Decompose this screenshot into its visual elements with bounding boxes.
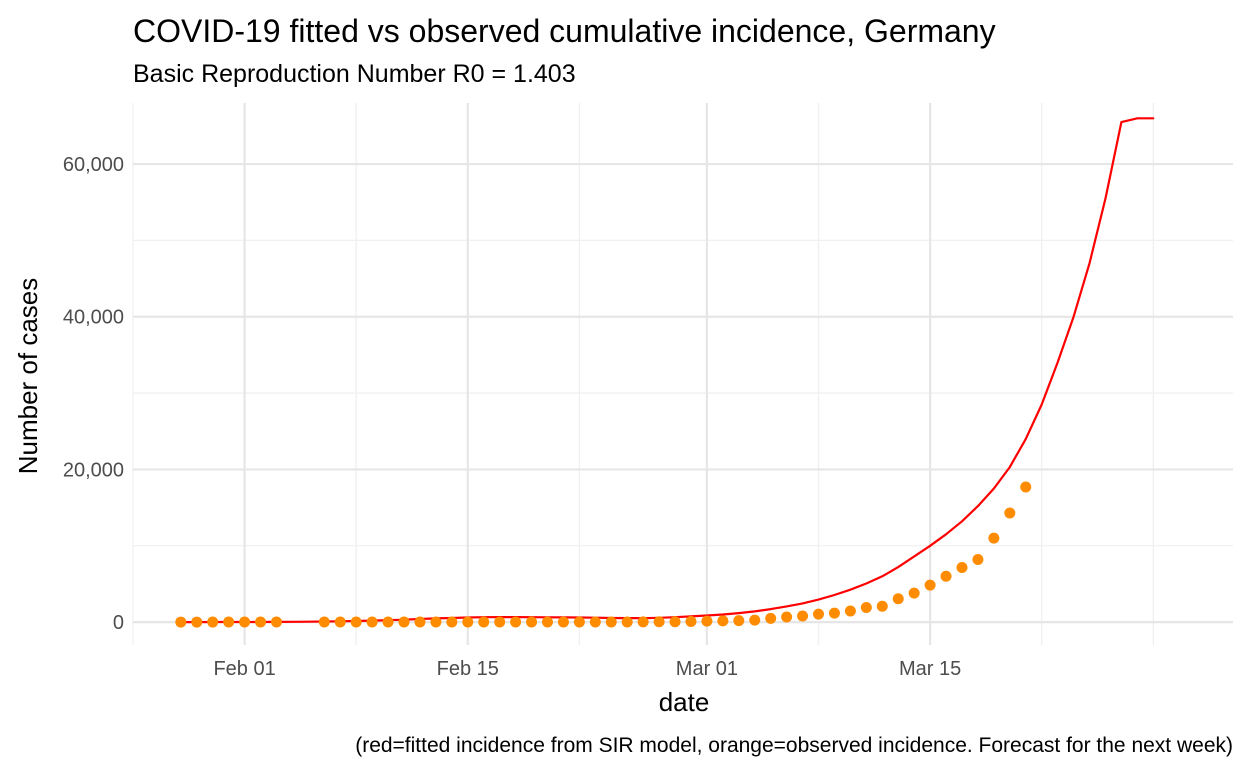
observed-incidence-point — [669, 616, 681, 628]
observed-incidence-point — [956, 561, 968, 573]
observed-incidence-point — [605, 616, 617, 628]
y-tick-label: 40,000 — [63, 307, 124, 329]
x-tick-label: Mar 01 — [676, 658, 738, 680]
y-tick-label: 60,000 — [63, 154, 124, 176]
observed-incidence-point — [765, 612, 777, 624]
observed-incidence-point — [270, 616, 282, 628]
observed-incidence-point — [557, 616, 569, 628]
observed-incidence-point — [430, 616, 442, 628]
observed-incidence-point — [382, 616, 394, 628]
observed-incidence-point — [621, 616, 633, 628]
chart-caption: (red=fitted incidence from SIR model, or… — [355, 734, 1233, 757]
x-tick-label: Mar 15 — [899, 658, 961, 680]
observed-incidence-point — [366, 616, 378, 628]
observed-incidence-point — [988, 532, 1000, 544]
x-tick-label: Feb 15 — [437, 658, 499, 680]
observed-incidence-point — [478, 616, 490, 628]
observed-incidence-point — [207, 616, 219, 628]
observed-incidence-point — [844, 605, 856, 617]
observed-incidence-point — [510, 616, 522, 628]
grid — [132, 103, 1233, 645]
observed-incidence-point — [653, 616, 665, 628]
observed-incidence-point — [781, 611, 793, 623]
fitted-incidence-line — [179, 117, 1155, 624]
observed-incidence-point — [972, 554, 984, 566]
y-axis-tick-labels: 0 20,000 40,000 60,000 — [63, 154, 124, 634]
observed-incidence-point — [749, 614, 761, 626]
observed-incidence-point — [223, 616, 235, 628]
observed-incidence-point — [398, 616, 410, 628]
observed-incidence-point — [526, 616, 538, 628]
x-axis-tick-labels: Feb 01 Feb 15 Mar 01 Mar 15 — [213, 658, 961, 680]
y-tick-label: 0 — [113, 612, 124, 634]
observed-incidence-point — [573, 616, 585, 628]
observed-incidence-point — [1004, 507, 1016, 519]
observed-incidence-point — [446, 616, 458, 628]
observed-incidence-point — [350, 616, 362, 628]
chart-title: COVID-19 fitted vs observed cumulative i… — [133, 13, 996, 49]
observed-incidence-point — [255, 616, 267, 628]
plot-area — [175, 117, 1155, 628]
observed-incidence-point — [924, 579, 936, 591]
observed-incidence-point — [414, 616, 426, 628]
observed-incidence-point — [701, 615, 713, 627]
observed-incidence-point — [733, 615, 745, 627]
observed-incidence-point — [1020, 481, 1032, 493]
observed-incidence-point — [940, 570, 952, 582]
x-axis-title: date — [659, 687, 710, 717]
observed-incidence-point — [637, 616, 649, 628]
chart-subtitle: Basic Reproduction Number R0 = 1.403 — [133, 60, 576, 88]
observed-incidence-point — [908, 587, 920, 599]
observed-incidence-point — [813, 608, 825, 620]
observed-incidence-point — [828, 607, 840, 619]
observed-incidence-point — [175, 616, 187, 628]
observed-incidence-point — [239, 616, 251, 628]
y-tick-label: 20,000 — [63, 459, 124, 481]
observed-incidence-point — [892, 593, 904, 605]
x-tick-label: Feb 01 — [213, 658, 275, 680]
observed-incidence-point — [191, 616, 203, 628]
y-axis-title: Number of cases — [13, 278, 43, 475]
observed-incidence-point — [494, 616, 506, 628]
observed-incidence-point — [876, 600, 888, 612]
observed-incidence-point — [334, 616, 346, 628]
observed-incidence-point — [797, 610, 809, 622]
observed-incidence-point — [462, 616, 474, 628]
observed-incidence-point — [717, 615, 729, 627]
observed-incidence-point — [589, 616, 601, 628]
observed-incidence-point — [541, 616, 553, 628]
observed-incidence-point — [860, 602, 872, 614]
observed-incidence-point — [685, 615, 697, 627]
observed-incidence-point — [318, 616, 330, 628]
